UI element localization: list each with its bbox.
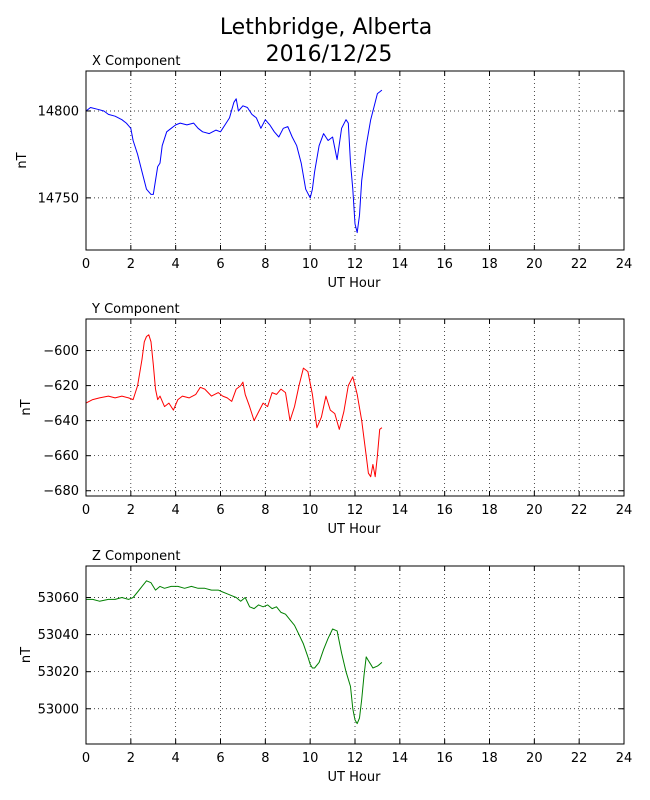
y-component-x-tick-label: 4: [172, 503, 180, 518]
x-component-x-tick-label: 24: [616, 257, 633, 272]
z-component-x-tick-label: 0: [82, 751, 90, 766]
y-component-y-tick-label: −640: [43, 414, 79, 429]
x-component-x-tick-label: 14: [392, 257, 409, 272]
y-component-x-tick-label: 2: [127, 503, 135, 518]
y-component-x-tick-label: 16: [436, 503, 453, 518]
z-component-x-tick-label: 8: [261, 751, 269, 766]
x-component-x-tick-label: 16: [436, 257, 453, 272]
z-component-x-tick-label: 20: [526, 751, 543, 766]
z-component-x-tick-label: 12: [347, 751, 364, 766]
x-component-title: X Component: [92, 54, 181, 69]
figure-title-line-2: 2016/12/25: [266, 42, 393, 67]
z-component-title: Z Component: [92, 549, 181, 564]
z-component-x-tick-label: 6: [216, 751, 224, 766]
z-component-y-tick-label: 53040: [38, 628, 79, 643]
x-component-x-tick-label: 6: [216, 257, 224, 272]
y-component-x-tick-label: 24: [616, 503, 633, 518]
y-component-y-tick-label: −660: [43, 449, 79, 464]
z-component-y-tick-label: 53020: [38, 665, 79, 680]
z-component-series-line: [86, 580, 383, 725]
y-component-x-tick-label: 12: [347, 503, 364, 518]
z-component-x-tick-label: 4: [172, 751, 180, 766]
y-component-x-tick-label: 20: [526, 503, 543, 518]
x-component-x-axis-label: UT Hour: [328, 276, 382, 291]
y-component-x-tick-label: 22: [571, 503, 588, 518]
x-component-x-tick-label: 10: [302, 257, 319, 272]
z-component-x-tick-label: 2: [127, 751, 135, 766]
z-component-y-tick-label: 53000: [38, 702, 79, 717]
x-component-x-tick-label: 18: [481, 257, 498, 272]
x-component-y-tick-label: 14800: [38, 104, 79, 119]
y-component-y-tick-label: −620: [43, 379, 79, 394]
z-component-chart: 0 2 4 6 8 10 12 14 16 18 20 22 245300053020530405306…: [19, 549, 632, 785]
x-component-x-tick-label: 0: [82, 257, 90, 272]
y-component-y-tick-label: −600: [43, 344, 79, 359]
z-component-y-axis-label: nT: [19, 647, 34, 663]
x-component-x-tick-label: 12: [347, 257, 364, 272]
x-component-y-axis-label: nT: [15, 152, 30, 168]
z-component-x-tick-label: 22: [571, 751, 588, 766]
figure-title-line-1: Lethbridge, Alberta: [220, 15, 432, 40]
z-component-x-tick-label: 10: [302, 751, 319, 766]
y-component-chart: 0 2 4 6 8 10 12 14 16 18 20 22 24−680−660−640−620−60…: [19, 302, 632, 537]
y-component-x-tick-label: 14: [392, 503, 409, 518]
x-component-x-tick-label: 4: [172, 257, 180, 272]
z-component-y-tick-label: 53060: [38, 591, 79, 606]
y-component-x-tick-label: 10: [302, 503, 319, 518]
x-component-x-tick-label: 22: [571, 257, 588, 272]
y-component-title: Y Component: [91, 302, 180, 317]
y-component-y-tick-label: −680: [43, 484, 79, 499]
y-component-series-line: [85, 334, 383, 478]
y-component-x-tick-label: 8: [261, 503, 269, 518]
x-component-y-tick-label: 14750: [38, 191, 79, 206]
y-component-x-tick-label: 0: [82, 503, 90, 518]
z-component-x-tick-label: 16: [436, 751, 453, 766]
y-component-y-axis-label: nT: [19, 399, 34, 415]
z-component-x-tick-label: 24: [616, 751, 633, 766]
y-component-x-tick-label: 18: [481, 503, 498, 518]
x-component-x-tick-label: 8: [261, 257, 269, 272]
y-component-x-axis-label: UT Hour: [328, 522, 382, 537]
x-component-series-line: [85, 89, 383, 234]
z-component-x-tick-label: 14: [392, 751, 409, 766]
z-component-x-axis-label: UT Hour: [328, 770, 382, 785]
x-component-x-tick-label: 2: [127, 257, 135, 272]
x-component-x-tick-label: 20: [526, 257, 543, 272]
z-component-x-tick-label: 18: [481, 751, 498, 766]
y-component-x-tick-label: 6: [216, 503, 224, 518]
